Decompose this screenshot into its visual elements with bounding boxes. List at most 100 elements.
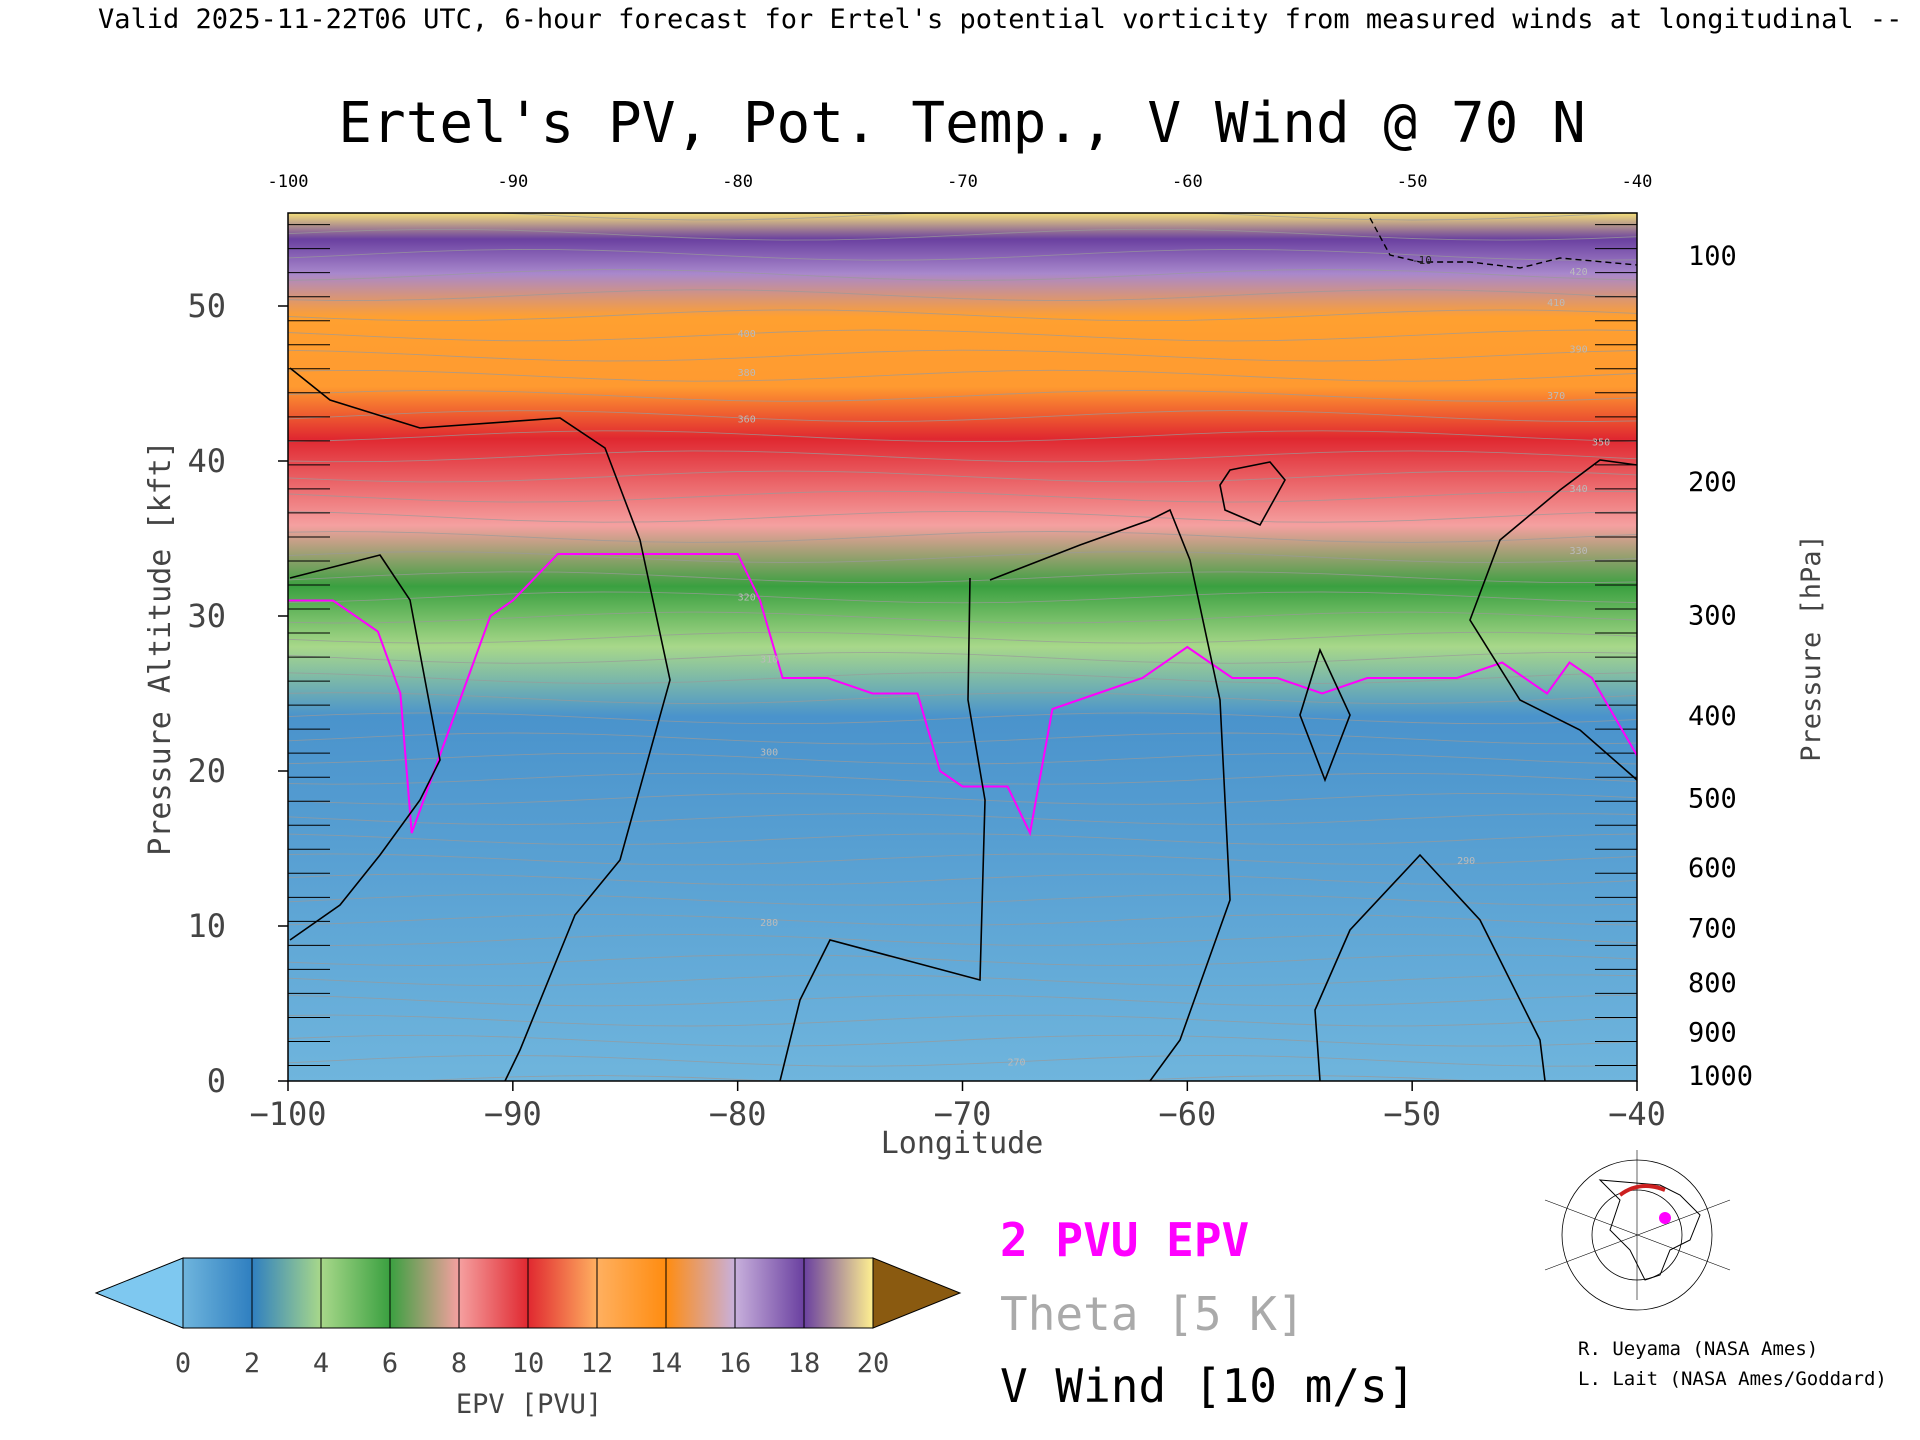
valid-time-header: Valid 2025-11-22T06 UTC, 6-hour forecast… <box>98 4 1920 35</box>
colorbar-tick-label: 18 <box>788 1348 821 1379</box>
x-tick-label: −100 <box>249 1095 326 1133</box>
theta-contour-line <box>288 994 1637 1007</box>
theta-contour-line <box>288 228 1637 241</box>
theta-contour-line <box>288 551 1637 563</box>
legend: 2 PVU EPV Theta [5 K] V Wind [10 m/s] <box>1000 1213 1415 1413</box>
x-tick-label: −80 <box>709 1095 767 1133</box>
top-tick-label: -70 <box>947 172 978 192</box>
theta-contour-line <box>288 954 1637 966</box>
y-tick-label: 20 <box>187 752 226 790</box>
theta-contour-line <box>288 470 1637 483</box>
legend-theta: Theta [5 K] <box>1000 1287 1305 1341</box>
colorbar-cell <box>596 1257 667 1329</box>
theta-contour-line <box>288 833 1637 846</box>
colorbar-cell <box>665 1257 736 1329</box>
pressure-tick-label: 100 <box>1688 241 1737 272</box>
theta-label: 320 <box>738 593 756 604</box>
colorbar-cell <box>734 1257 805 1329</box>
colorbar-tick-label: 2 <box>244 1348 260 1379</box>
theta-labels: 420 410 400 390 380 370 360 350 340 330 320 310 300 2… <box>738 267 1610 1069</box>
theta-contour-line <box>288 732 1637 745</box>
theta-label: 290 <box>1457 856 1475 867</box>
theta-label: 420 <box>1570 267 1588 278</box>
theta-label: 380 <box>738 368 756 379</box>
v-wind-zero-contour-8 <box>1469 459 1637 781</box>
v-wind-neg-contour <box>1369 217 1637 269</box>
theta-contour-line <box>288 1034 1637 1047</box>
theta-contour-line <box>288 813 1637 825</box>
theta-contour-line <box>288 934 1637 946</box>
colorbar-tick-label: 8 <box>451 1348 467 1379</box>
colorbar-cell <box>458 1257 529 1329</box>
theta-label: 280 <box>760 918 778 929</box>
theta-contour-line <box>288 410 1637 422</box>
colorbar-cells <box>182 1257 874 1329</box>
colorbar: 0 2 4 6 8 10 12 14 16 18 20 EPV [PVU] <box>94 1257 962 1420</box>
theta-contour-line <box>288 1014 1637 1027</box>
top-tick-label: -90 <box>497 172 528 192</box>
colorbar-tick-label: 16 <box>719 1348 752 1379</box>
top-tick-label: -60 <box>1172 172 1203 192</box>
theta-label: 300 <box>760 748 778 759</box>
y-axis-label: Pressure Altitude [kft] <box>143 440 178 855</box>
pressure-tick-lines <box>288 224 1637 1066</box>
y-tick-label: 40 <box>187 442 226 480</box>
pressure-tick-label: 700 <box>1688 914 1737 945</box>
theta-contour-line <box>288 1054 1637 1067</box>
theta-label: 340 <box>1570 484 1588 495</box>
v-wind-zero-contour-6 <box>1299 647 1351 783</box>
chart-title: Ertel's PV, Pot. Temp., V Wind @ 70 N <box>338 91 1585 156</box>
y-tick-label: 30 <box>187 597 226 635</box>
theta-contour-line <box>288 873 1637 886</box>
top-tick-label: -50 <box>1397 172 1428 192</box>
v-wind-zero-contour-1 <box>289 367 671 1081</box>
theta-contour-line <box>288 974 1637 987</box>
y-axis: 0 10 20 30 40 50 <box>187 287 288 1100</box>
legend-pv: 2 PVU EPV <box>1000 1213 1249 1267</box>
colorbar-over-triangle <box>872 1257 962 1329</box>
pressure-tick-label: 500 <box>1688 783 1737 814</box>
colorbar-label: EPV [PVU] <box>456 1389 602 1420</box>
pressure-tick-label: 600 <box>1688 853 1737 884</box>
credit-line-1: R. Ueyama (NASA Ames) <box>1578 1338 1818 1360</box>
colorbar-cell <box>182 1257 253 1329</box>
pressure-tick-label: 300 <box>1688 600 1737 631</box>
theta-label: 370 <box>1547 391 1565 402</box>
colorbar-tick-label: 10 <box>512 1348 545 1379</box>
colorbar-tick-label: 4 <box>313 1348 329 1379</box>
top-tick-label: -40 <box>1622 172 1653 192</box>
colorbar-cell <box>251 1257 322 1329</box>
pressure-tick-label: 1000 <box>1688 1061 1753 1092</box>
top-tick-label: -100 <box>268 172 309 192</box>
theta-contour-line <box>288 349 1637 362</box>
legend-vwind: V Wind [10 m/s] <box>1000 1359 1415 1413</box>
theta-contour-line <box>288 248 1637 261</box>
y-tick-label: 50 <box>187 287 226 325</box>
y-tick-label: 10 <box>187 907 226 945</box>
x-axis: −100 −90 −80 −70 −60 −50 −40 <box>249 1081 1666 1133</box>
top-tick-label: -80 <box>722 172 753 192</box>
colorbar-ticks: 0 2 4 6 8 10 12 14 16 18 20 <box>175 1348 889 1379</box>
pressure-tick-label: 400 <box>1688 701 1737 732</box>
v-wind-zero-contour-2 <box>289 554 441 941</box>
pv-2pvu-contour <box>288 553 1637 837</box>
theta-contour-line <box>288 772 1637 785</box>
colorbar-tick-label: 0 <box>175 1348 191 1379</box>
colorbar-tick-label: 12 <box>581 1348 614 1379</box>
pressure-axis: 1000 900 800 700 600 500 400 300 200 100 <box>1688 241 1753 1092</box>
colorbar-under-triangle <box>94 1257 184 1329</box>
theta-label: 310 <box>760 655 778 666</box>
theta-label: 400 <box>738 329 756 340</box>
theta-contour-line <box>288 631 1637 644</box>
theta-label: 410 <box>1547 298 1565 309</box>
transect-track <box>1618 1184 1666 1197</box>
pressure-tick-label: 800 <box>1688 968 1737 999</box>
theta-contour-line <box>288 309 1637 322</box>
colorbar-cell <box>803 1257 874 1329</box>
v-wind-zero-contour-4 <box>779 577 986 1081</box>
theta-label: 390 <box>1570 345 1588 356</box>
theta-contour-line <box>288 752 1637 765</box>
colorbar-tick-label: 6 <box>382 1348 398 1379</box>
x-axis-label: Longitude <box>881 1126 1044 1161</box>
